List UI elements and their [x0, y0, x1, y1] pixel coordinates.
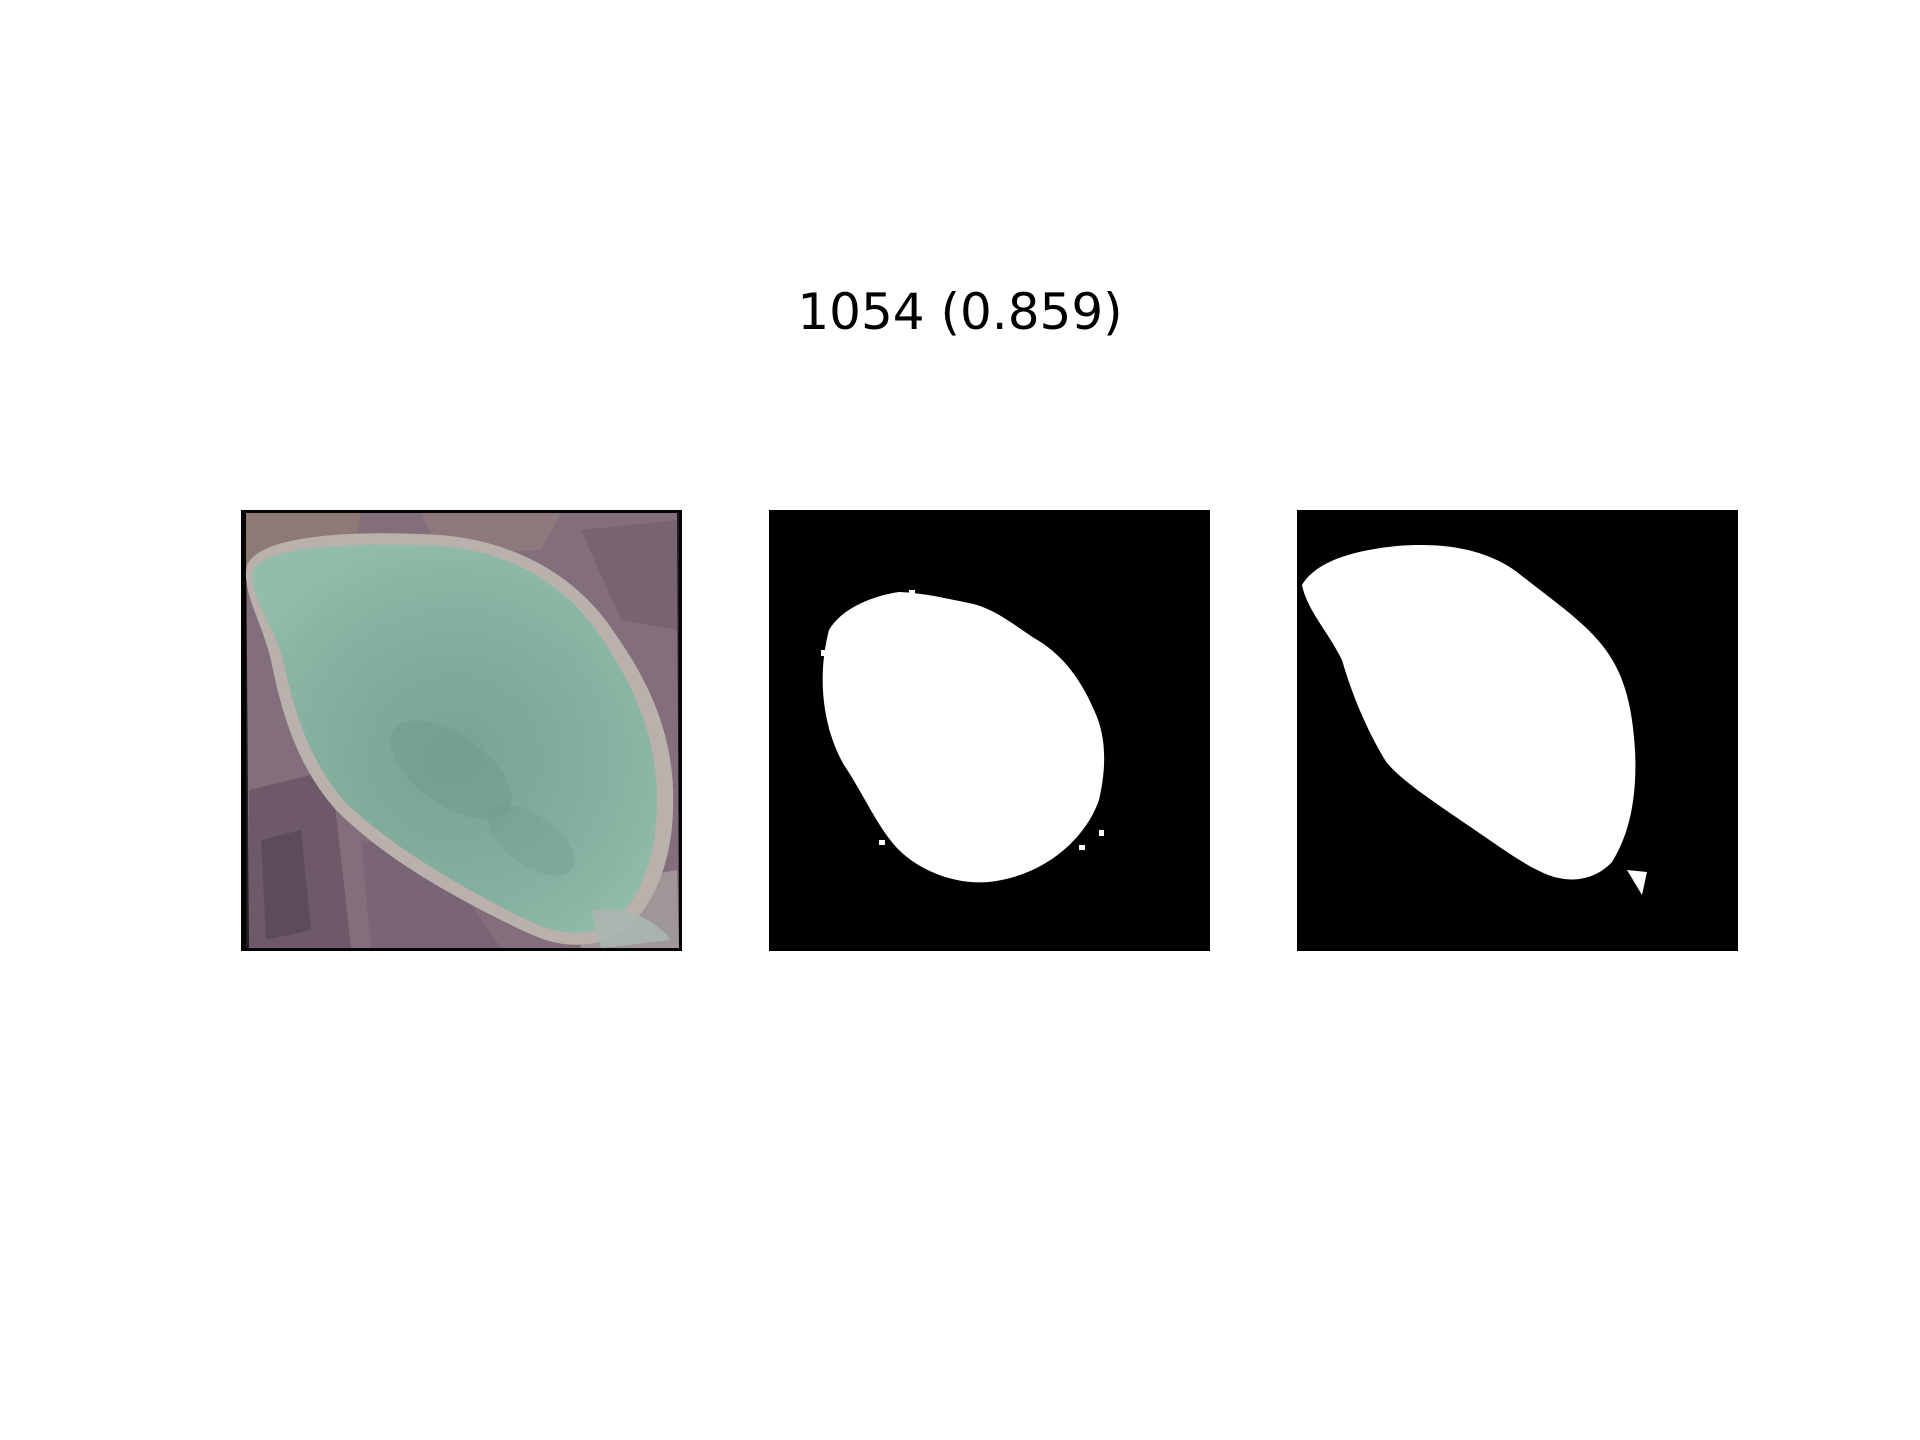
- predicted-mask-region: [822, 592, 1105, 883]
- figure-title: 1054 (0.859): [797, 283, 1123, 341]
- ground-truth-mask-panel: [1297, 510, 1738, 951]
- lake-water: [252, 544, 658, 933]
- predicted-mask: [769, 510, 1210, 951]
- predicted-mask-panel: [769, 510, 1210, 951]
- ground-truth-mask: [1297, 510, 1738, 951]
- ground-truth-mask-region: [1302, 545, 1636, 880]
- satellite-image-panel: [241, 510, 682, 951]
- satellite-image: [241, 510, 682, 951]
